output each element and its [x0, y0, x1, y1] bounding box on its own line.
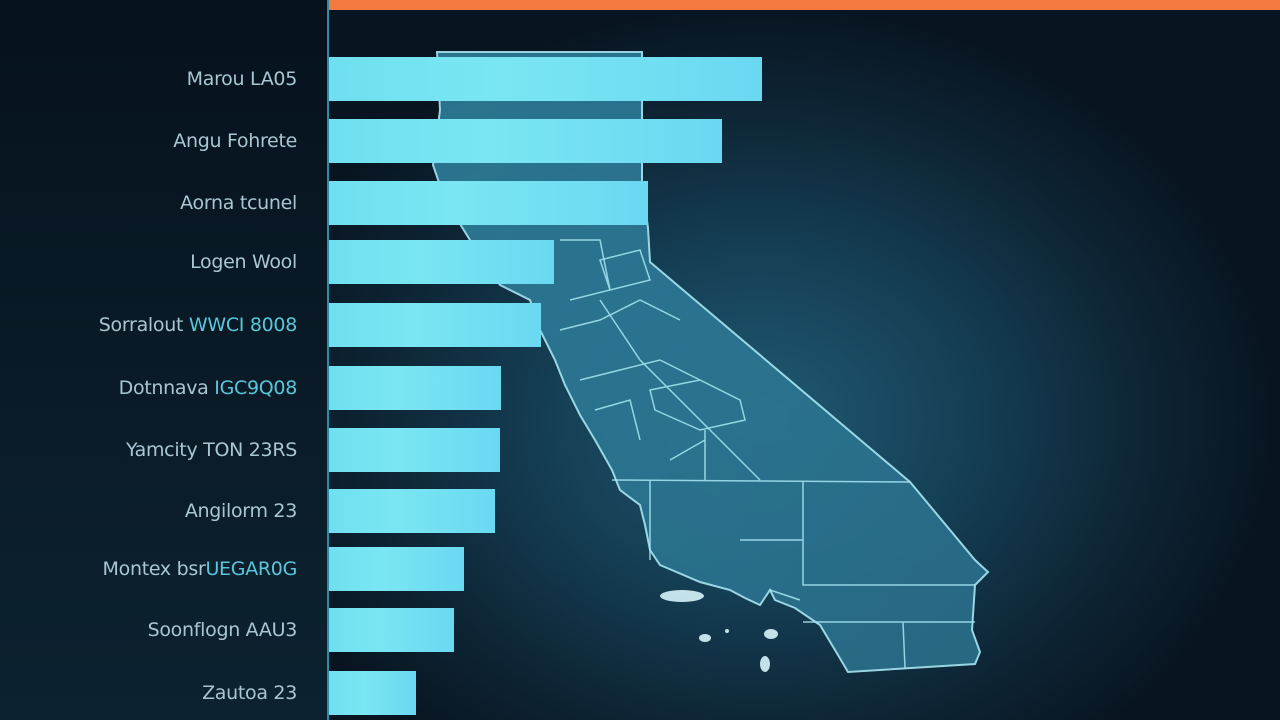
- chart-row: Sorralout WWCI 8008: [0, 303, 1280, 347]
- bar: [329, 608, 454, 652]
- category-label-text: Montex bsr: [102, 558, 206, 580]
- accent-bar: [329, 0, 1280, 10]
- bar: [329, 671, 416, 715]
- category-label-code: UEGAR0G: [205, 558, 297, 580]
- bar: [329, 489, 495, 533]
- category-label: Aorna tcunel: [180, 181, 297, 225]
- chart-row: Montex bsrUEGAR0G: [0, 547, 1280, 591]
- category-label-code: IGC9Q08: [214, 377, 297, 399]
- category-label-text: Dotnnava: [118, 377, 215, 399]
- bar: [329, 119, 722, 163]
- chart-row: Zautoa 23: [0, 671, 1280, 715]
- category-label: Soonflogn AAU3: [147, 608, 298, 652]
- category-label-text: Angilorm 23: [184, 500, 297, 522]
- chart-row: Angu Fohrete: [0, 119, 1280, 163]
- category-label: Logen Wool: [190, 240, 297, 284]
- bar: [329, 181, 648, 225]
- chart-row: Aorna tcunel: [0, 181, 1280, 225]
- category-label: Yamcity TON 23RS: [126, 428, 297, 472]
- bar: [329, 547, 464, 591]
- category-label: Zautoa 23: [202, 671, 297, 715]
- category-label-text: Logen Wool: [190, 251, 297, 273]
- chart-row: Angilorm 23: [0, 489, 1280, 533]
- category-label-text: Yamcity TON 23RS: [125, 439, 297, 461]
- chart-row: Dotnnava IGC9Q08: [0, 366, 1280, 410]
- bar: [329, 57, 762, 101]
- bar: [329, 366, 501, 410]
- category-label-text: Angu Fohrete: [173, 130, 297, 152]
- chart-row: Logen Wool: [0, 240, 1280, 284]
- label-panel: [0, 0, 327, 720]
- category-label: Angilorm 23: [185, 489, 297, 533]
- chart-row: Yamcity TON 23RS: [0, 428, 1280, 472]
- category-label-text: Sorralout: [98, 314, 189, 336]
- chart-row: Soonflogn AAU3: [0, 608, 1280, 652]
- bar: [329, 240, 554, 284]
- category-label: Angu Fohrete: [173, 119, 297, 163]
- category-label: Marou LA05: [186, 57, 298, 101]
- category-label-code: WWCI 8008: [188, 314, 297, 336]
- category-label: Dotnnava IGC9Q08: [118, 366, 298, 410]
- y-axis-line: [327, 0, 329, 720]
- category-label: Montex bsrUEGAR0G: [102, 547, 298, 591]
- category-label-text: Soonflogn AAU3: [147, 619, 298, 641]
- chart-row: Marou LA05: [0, 57, 1280, 101]
- bar: [329, 428, 500, 472]
- category-label-text: Zautoa 23: [202, 682, 297, 704]
- bar: [329, 303, 541, 347]
- category-label-text: Marou LA05: [186, 68, 298, 90]
- category-label: Sorralout WWCI 8008: [98, 303, 298, 347]
- category-label-text: Aorna tcunel: [180, 192, 297, 214]
